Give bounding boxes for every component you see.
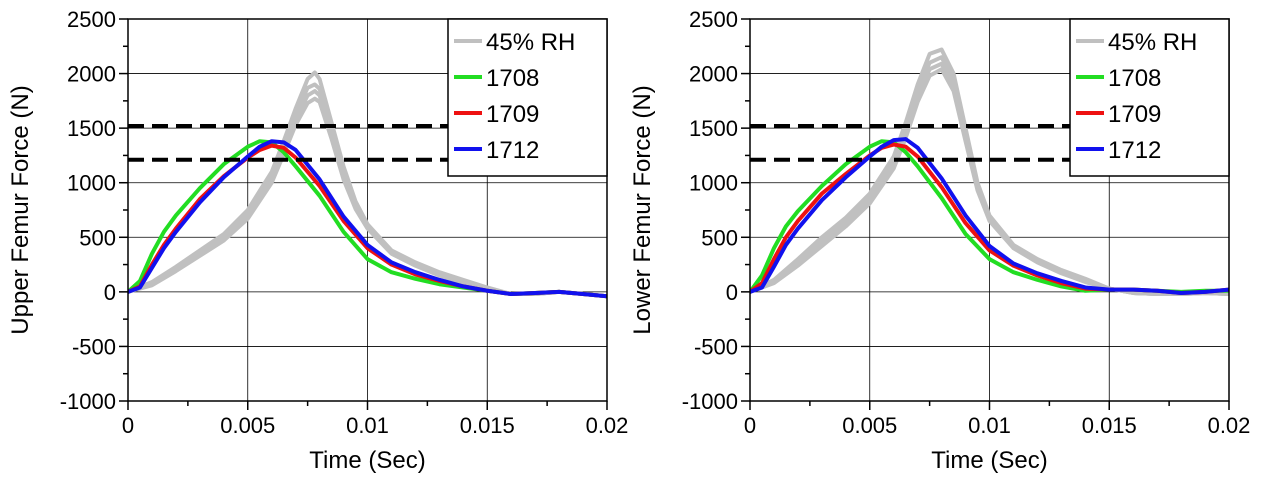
y-tick-label: -1000 bbox=[60, 389, 116, 414]
y-tick-label: 0 bbox=[104, 280, 116, 305]
x-tick-label: 0.01 bbox=[968, 413, 1011, 438]
series-group bbox=[750, 47, 1229, 297]
legend-label: 1708 bbox=[1108, 65, 1161, 92]
x-axis-title: Time (Sec) bbox=[309, 447, 425, 474]
legend-label: 1712 bbox=[1108, 137, 1161, 164]
y-tick-label: 1000 bbox=[689, 171, 738, 196]
plot-frame bbox=[749, 18, 1230, 402]
x-tick-label: 0.005 bbox=[220, 413, 275, 438]
y-tick-label: 1500 bbox=[67, 116, 116, 141]
series-line-45-rh-3 bbox=[750, 67, 1229, 297]
series-line-1712-6 bbox=[128, 139, 607, 299]
y-tick-label: 2000 bbox=[67, 62, 116, 87]
y-tick-label: 1000 bbox=[67, 171, 116, 196]
x-tick-label: 0 bbox=[744, 413, 756, 438]
legend-label: 1709 bbox=[486, 101, 539, 128]
y-tick-label: -1000 bbox=[682, 389, 738, 414]
y-axis-title: Upper Femur Force (N) bbox=[7, 85, 34, 334]
legend-box bbox=[447, 18, 608, 177]
x-tick-label: 0 bbox=[122, 413, 134, 438]
x-tick-label: 0.01 bbox=[346, 413, 389, 438]
y-tick-label: 500 bbox=[701, 225, 738, 250]
x-tick-label: 0.02 bbox=[586, 413, 629, 438]
x-tick-label: 0.015 bbox=[1082, 413, 1137, 438]
y-axis-title: Lower Femur Force (N) bbox=[629, 85, 656, 334]
x-axis-title: Time (Sec) bbox=[931, 447, 1047, 474]
y-tick-label: 2000 bbox=[689, 62, 738, 87]
legend-label: 1709 bbox=[1108, 101, 1161, 128]
legend-label: 1708 bbox=[486, 65, 539, 92]
chart-panel-2: -1000 -500 0 500 1000 1500 2000 2500 0 0.005 0.01 0… bbox=[629, 7, 1250, 474]
legend: 45% RH 1708 1709 1712 bbox=[447, 18, 608, 177]
legend-label: 45% RH bbox=[486, 29, 575, 56]
legend-label: 45% RH bbox=[1108, 29, 1197, 56]
y-tick-label: -500 bbox=[72, 334, 116, 359]
legend: 45% RH 1708 1709 1712 bbox=[1069, 18, 1230, 177]
y-tick-label: 2500 bbox=[67, 7, 116, 32]
x-tick-label: 0.005 bbox=[842, 413, 897, 438]
x-tick-label: 0.015 bbox=[460, 413, 515, 438]
y-tick-label: 1500 bbox=[689, 116, 738, 141]
chart-panel-1: -1000 -500 0 500 1000 1500 2000 2500 0 0.005 0.01 0… bbox=[7, 7, 628, 474]
y-tick-label: 0 bbox=[726, 280, 738, 305]
y-tick-label: 500 bbox=[79, 225, 116, 250]
y-tick-label: -500 bbox=[694, 334, 738, 359]
y-tick-label: 2500 bbox=[689, 7, 738, 32]
legend-label: 1712 bbox=[486, 137, 539, 164]
series-group bbox=[128, 70, 607, 299]
series-line-1712-6 bbox=[750, 137, 1229, 295]
plot-frame bbox=[127, 18, 608, 402]
x-tick-label: 0.02 bbox=[1208, 413, 1251, 438]
